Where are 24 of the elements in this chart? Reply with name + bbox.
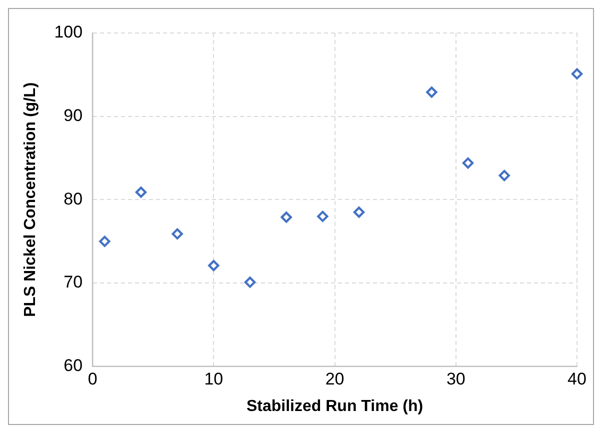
- point: [498, 170, 510, 182]
- y-tick-label: 80: [64, 189, 83, 208]
- point: [135, 186, 147, 198]
- x-axis-title: Stabilized Run Time (h): [246, 398, 424, 415]
- y-tick-label: 100: [54, 22, 83, 42]
- y-tick-label: 70: [64, 272, 83, 292]
- x-tick-label: 20: [325, 369, 344, 388]
- point: [462, 157, 474, 169]
- point: [208, 260, 220, 272]
- point: [172, 228, 183, 240]
- point: [244, 276, 256, 288]
- x-tick-label: 30: [446, 369, 466, 388]
- point: [353, 206, 365, 218]
- y-tick-label: 90: [64, 106, 83, 126]
- point: [571, 68, 583, 80]
- y-axis-title: PLS Nickel Concentration (g/L): [22, 82, 40, 318]
- x-tick-label: 10: [204, 369, 224, 388]
- x-tick-label: 0: [88, 369, 98, 388]
- y-tick-label: 60: [64, 356, 83, 376]
- point: [426, 86, 438, 98]
- point: [280, 212, 292, 223]
- point: [99, 236, 110, 247]
- x-tick-label: 40: [568, 369, 586, 388]
- point: [317, 210, 328, 222]
